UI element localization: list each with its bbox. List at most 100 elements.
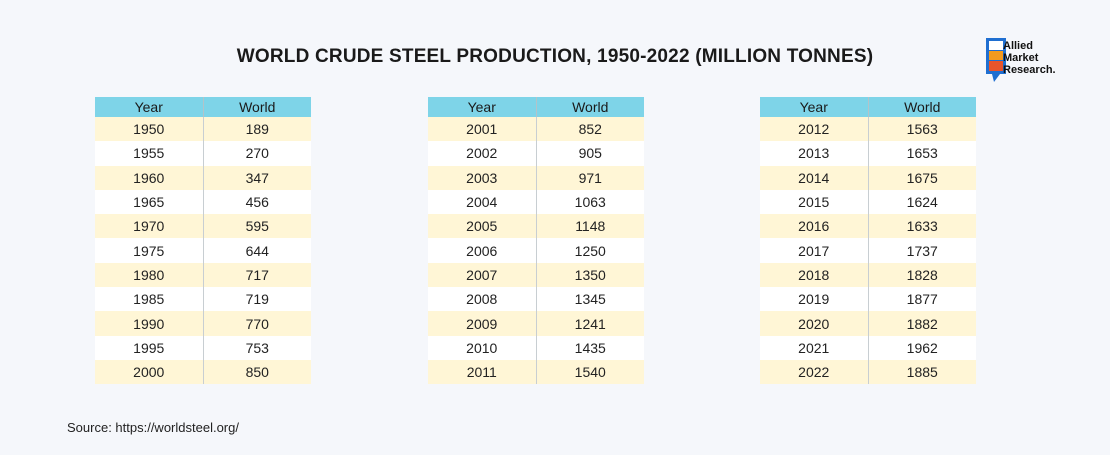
table-row: 2007 1350 bbox=[428, 262, 644, 288]
world-value-cell: 1962 bbox=[868, 335, 976, 360]
table-row: 1970 595 bbox=[95, 214, 311, 239]
world-value-cell: 456 bbox=[203, 189, 311, 215]
world-value-cell: 1540 bbox=[536, 359, 644, 385]
world-value-cell: 1653 bbox=[868, 141, 976, 166]
table-row: 1975 644 bbox=[95, 238, 311, 263]
year-cell: 2012 bbox=[760, 117, 869, 142]
world-value-cell: 770 bbox=[203, 311, 311, 336]
table-row: 2002 905 bbox=[428, 141, 644, 166]
table-row: 1990 770 bbox=[95, 311, 311, 336]
data-table-2: Year World 2001 852 2002 905 2003 971 2004 1063… bbox=[428, 97, 644, 385]
table-row: 2022 1885 bbox=[760, 359, 976, 385]
year-cell: 2007 bbox=[428, 262, 537, 288]
page-title: WORLD CRUDE STEEL PRODUCTION, 1950-2022 … bbox=[236, 46, 874, 67]
data-table-3: Year World 2012 1563 2013 1653 2014 1675 2015 1… bbox=[760, 97, 976, 385]
year-cell: 2015 bbox=[760, 189, 869, 215]
logo-text: Allied Market Research. bbox=[1003, 40, 1056, 76]
allied-market-research-logo: Allied Market Research. bbox=[986, 38, 1076, 88]
table-row: 2020 1882 bbox=[760, 311, 976, 336]
world-value-cell: 753 bbox=[203, 335, 311, 360]
table-row: 2008 1345 bbox=[428, 287, 644, 312]
table-row: 2006 1250 bbox=[428, 238, 644, 263]
table-row: 1955 270 bbox=[95, 141, 311, 166]
table-row: 2004 1063 bbox=[428, 189, 644, 215]
world-value-cell: 1633 bbox=[868, 214, 976, 239]
year-cell: 1970 bbox=[95, 214, 204, 239]
year-cell: 2019 bbox=[760, 287, 869, 312]
table-row: 1960 347 bbox=[95, 165, 311, 190]
source-note: Source: https://worldsteel.org/ bbox=[67, 420, 239, 435]
world-value-cell: 1241 bbox=[536, 311, 644, 336]
table-row: 2001 852 bbox=[428, 117, 644, 142]
table-row: 2017 1737 bbox=[760, 238, 976, 263]
world-value-cell: 905 bbox=[536, 141, 644, 166]
logo-mark-icon bbox=[986, 38, 1006, 82]
year-cell: 2005 bbox=[428, 214, 537, 239]
world-value-cell: 850 bbox=[203, 359, 311, 385]
year-cell: 2011 bbox=[428, 359, 537, 385]
world-value-cell: 717 bbox=[203, 262, 311, 288]
year-cell: 1950 bbox=[95, 117, 204, 142]
year-cell: 2003 bbox=[428, 165, 537, 190]
table-row: 2005 1148 bbox=[428, 214, 644, 239]
world-value-cell: 1877 bbox=[868, 287, 976, 312]
year-cell: 2009 bbox=[428, 311, 537, 336]
world-value-cell: 347 bbox=[203, 165, 311, 190]
world-value-cell: 1624 bbox=[868, 189, 976, 215]
table-row: 1965 456 bbox=[95, 189, 311, 215]
column-header-world: World bbox=[868, 97, 976, 117]
world-value-cell: 852 bbox=[536, 117, 644, 142]
year-cell: 1965 bbox=[95, 189, 204, 215]
year-cell: 1960 bbox=[95, 165, 204, 190]
world-value-cell: 1148 bbox=[536, 214, 644, 239]
year-cell: 1980 bbox=[95, 262, 204, 288]
world-value-cell: 595 bbox=[203, 214, 311, 239]
table-row: 1985 719 bbox=[95, 287, 311, 312]
column-header-year: Year bbox=[760, 97, 869, 117]
table-row: 2009 1241 bbox=[428, 311, 644, 336]
year-cell: 1955 bbox=[95, 141, 204, 166]
world-value-cell: 1675 bbox=[868, 165, 976, 190]
table-row: 2019 1877 bbox=[760, 287, 976, 312]
world-value-cell: 1882 bbox=[868, 311, 976, 336]
column-header-world: World bbox=[536, 97, 644, 117]
year-cell: 2021 bbox=[760, 335, 869, 360]
table-row: 1995 753 bbox=[95, 335, 311, 360]
world-value-cell: 1563 bbox=[868, 117, 976, 142]
year-cell: 2018 bbox=[760, 262, 869, 288]
world-value-cell: 971 bbox=[536, 165, 644, 190]
world-value-cell: 719 bbox=[203, 287, 311, 312]
year-cell: 2008 bbox=[428, 287, 537, 312]
table-row: 2015 1624 bbox=[760, 189, 976, 215]
table-row: 2010 1435 bbox=[428, 335, 644, 360]
world-value-cell: 1350 bbox=[536, 262, 644, 288]
world-value-cell: 189 bbox=[203, 117, 311, 142]
table-row: 2013 1653 bbox=[760, 141, 976, 166]
column-header-year: Year bbox=[428, 97, 537, 117]
table-row: 2011 1540 bbox=[428, 359, 644, 385]
year-cell: 2014 bbox=[760, 165, 869, 190]
table-row: 2012 1563 bbox=[760, 117, 976, 142]
column-header-year: Year bbox=[95, 97, 204, 117]
year-cell: 2022 bbox=[760, 359, 869, 385]
world-value-cell: 1885 bbox=[868, 359, 976, 385]
table-row: 2016 1633 bbox=[760, 214, 976, 239]
world-value-cell: 270 bbox=[203, 141, 311, 166]
table-row: 2000 850 bbox=[95, 359, 311, 385]
year-cell: 2013 bbox=[760, 141, 869, 166]
year-cell: 2001 bbox=[428, 117, 537, 142]
world-value-cell: 1828 bbox=[868, 262, 976, 288]
table-row: 2003 971 bbox=[428, 165, 644, 190]
year-cell: 2017 bbox=[760, 238, 869, 263]
world-value-cell: 1345 bbox=[536, 287, 644, 312]
year-cell: 1995 bbox=[95, 335, 204, 360]
year-cell: 2002 bbox=[428, 141, 537, 166]
year-cell: 2020 bbox=[760, 311, 869, 336]
world-value-cell: 1063 bbox=[536, 189, 644, 215]
year-cell: 2004 bbox=[428, 189, 537, 215]
table-row: 1950 189 bbox=[95, 117, 311, 142]
year-cell: 1975 bbox=[95, 238, 204, 263]
world-value-cell: 1250 bbox=[536, 238, 644, 263]
year-cell: 1990 bbox=[95, 311, 204, 336]
world-value-cell: 1435 bbox=[536, 335, 644, 360]
